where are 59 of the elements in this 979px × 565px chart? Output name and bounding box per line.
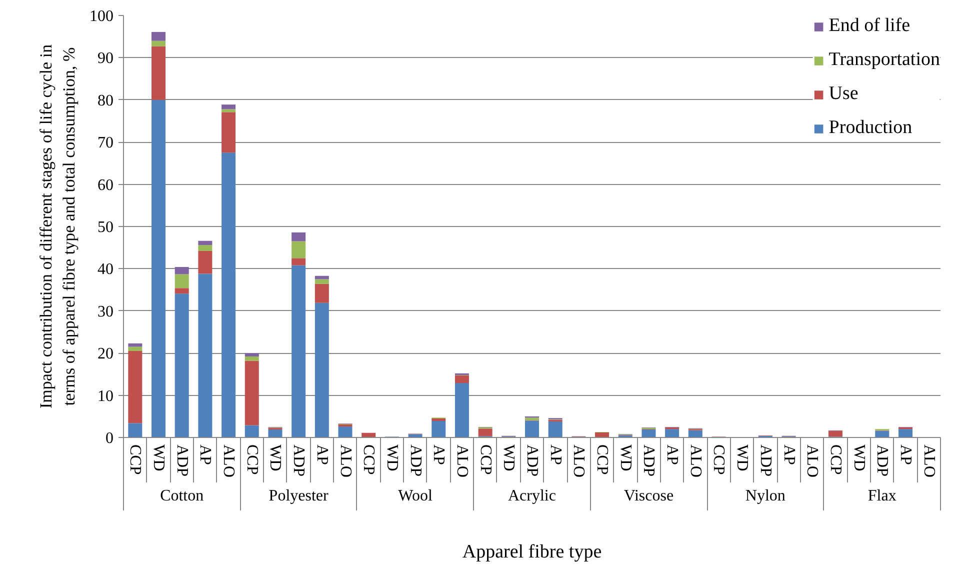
x-tick-label: CCP [243, 444, 260, 475]
y-tick-label: 50 [98, 219, 114, 236]
legend-label: End of life [828, 15, 910, 37]
x-tick-label: ADP [756, 444, 774, 477]
x-tick-label: CCP [710, 444, 728, 475]
legend-label: Production [828, 117, 912, 139]
x-tick-label: WD [616, 444, 634, 472]
x-tick-label: ALO [570, 444, 588, 478]
x-tick-label: WD [500, 444, 518, 472]
text: Nylon [745, 488, 786, 504]
x-tick-label: WD [150, 444, 168, 472]
text: Polyester [268, 488, 330, 504]
x-tick-label: WD [383, 444, 400, 472]
y-tick-label: 20 [98, 346, 114, 363]
x-tick-label: CCP [476, 444, 494, 475]
x-tick-label: AP [546, 444, 564, 466]
x-tick-label: ALO [920, 444, 938, 478]
legend-label: Transportation [828, 49, 940, 71]
text: Flax [868, 488, 896, 504]
x-tick-label: ALO [336, 444, 354, 478]
x-tick-label: ALO [453, 444, 470, 478]
text: Viscose [624, 488, 674, 504]
x-tick-label: AP [196, 444, 214, 466]
x-tick-label: WD [266, 444, 284, 472]
x-tick-label: CCP [360, 444, 378, 475]
y-tick-label: 10 [98, 388, 114, 405]
x-tick-label: ALO [220, 444, 238, 478]
y-tick-label: 60 [98, 176, 114, 194]
y-tick-label: 100 [90, 8, 114, 25]
y-tick-label: 90 [98, 50, 114, 68]
x-tick-label: CCP [826, 444, 844, 475]
x-tick-label: ADP [290, 444, 308, 477]
x-tick-label: ADP [640, 444, 658, 477]
y-tick-label: 40 [98, 261, 114, 278]
x-tick-label: ADP [406, 444, 424, 477]
x-tick-label: AP [664, 444, 681, 466]
x-tick-label: ADP [874, 444, 891, 477]
x-tick-label: ADP [173, 444, 190, 477]
x-tick-label: AP [313, 444, 330, 466]
text: Acrylic [508, 488, 556, 504]
x-tick-label: CCP [594, 444, 611, 475]
y-tick-label: 80 [98, 92, 114, 110]
x-tick-label: ALO [686, 444, 704, 478]
y-axis-title: Impact contribution of different stages of life cycle in terms of apparel fibre type and total consumption, % [36, 44, 78, 409]
legend-label: Use [828, 83, 858, 105]
text: Cotton [160, 488, 204, 504]
x-tick-label: WD [734, 444, 751, 472]
text: Wool [398, 488, 433, 504]
y-tick-label: 30 [98, 303, 114, 320]
x-tick-label: AP [430, 444, 448, 466]
x-tick-label: ALO [804, 444, 821, 478]
x-tick-label: WD [850, 444, 868, 472]
y-tick-label: 0 [106, 430, 114, 447]
x-tick-label: AP [780, 444, 798, 466]
x-tick-label: ADP [524, 444, 540, 477]
x-tick-label: AP [896, 444, 914, 466]
x-axis-title: Apparel fibre type [462, 542, 602, 562]
y-tick-label: 70 [98, 134, 114, 152]
x-tick-label: CCP [126, 444, 144, 475]
